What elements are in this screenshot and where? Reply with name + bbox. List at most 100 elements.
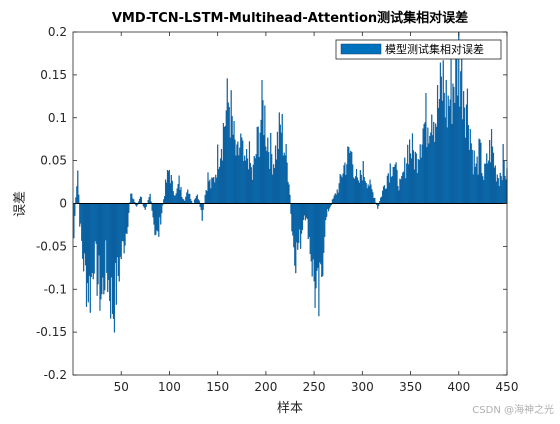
error-bar [144, 204, 145, 208]
error-bar [304, 204, 305, 216]
error-bar [233, 135, 234, 204]
error-bar [259, 157, 260, 203]
error-bar [292, 204, 293, 236]
error-bar [477, 157, 478, 204]
error-bar [84, 204, 85, 254]
error-bar [328, 204, 329, 212]
error-bar [76, 186, 77, 203]
error-bar [337, 190, 338, 204]
error-bar [333, 199, 334, 204]
error-bar [306, 204, 307, 218]
error-bar [202, 204, 203, 221]
error-bar [220, 159, 221, 204]
error-bar [473, 175, 474, 204]
error-bar [417, 173, 418, 203]
error-bar [480, 143, 481, 204]
error-bar [102, 204, 103, 278]
error-bar [414, 170, 415, 204]
error-bar [113, 204, 114, 319]
error-bar [436, 127, 437, 204]
error-bar [236, 145, 237, 204]
error-bar [283, 156, 284, 204]
error-bar [159, 204, 160, 218]
error-bar [89, 204, 90, 276]
error-bar [238, 156, 239, 204]
error-bar [107, 204, 108, 292]
error-bar [334, 196, 335, 204]
error-bar [285, 155, 286, 203]
error-bar [323, 204, 324, 253]
error-bar [279, 113, 280, 204]
error-bar [187, 190, 188, 204]
error-bar [453, 87, 454, 203]
error-bar [252, 180, 253, 203]
error-bar [390, 164, 391, 204]
error-bar [344, 165, 345, 203]
error-bar [167, 170, 168, 203]
error-bar [275, 146, 276, 204]
error-bar [209, 180, 210, 204]
error-bar [413, 150, 414, 203]
error-bar [201, 204, 202, 210]
error-bar [154, 204, 155, 225]
error-bar [93, 204, 94, 280]
error-bar [98, 204, 99, 285]
error-bar [410, 154, 411, 204]
error-bar [503, 144, 504, 203]
error-bar [110, 204, 111, 319]
error-bar [295, 204, 296, 274]
error-bar [124, 204, 125, 254]
error-bar [301, 204, 302, 234]
error-bar [500, 173, 501, 203]
error-bar [150, 194, 151, 204]
error-bar [181, 187, 182, 203]
error-bar [499, 186, 500, 203]
error-bar [81, 204, 82, 241]
x-tick-label: 350 [399, 380, 422, 394]
error-bar [374, 198, 375, 203]
error-bar [471, 143, 472, 203]
error-bar [83, 204, 84, 272]
error-bar [451, 59, 452, 203]
error-bar [209, 182, 210, 204]
error-bar [207, 191, 208, 203]
y-tick-label: -0.1 [44, 282, 67, 296]
error-bar [239, 148, 240, 204]
error-bar [420, 144, 421, 203]
error-bar [419, 160, 420, 203]
error-bar [216, 178, 217, 204]
error-bar [459, 107, 460, 204]
error-bar [121, 204, 122, 259]
error-bar [297, 204, 298, 250]
error-bar [274, 168, 275, 203]
error-bar [355, 176, 356, 203]
error-bar [453, 84, 454, 204]
error-bar [434, 142, 435, 203]
error-bar [163, 199, 164, 203]
error-bar [335, 194, 336, 204]
error-bar [386, 189, 387, 204]
error-bar [467, 89, 468, 204]
error-bar [289, 185, 290, 204]
error-bar [132, 199, 133, 204]
error-bar [475, 167, 476, 203]
error-bar [256, 154, 257, 203]
error-bar [460, 71, 461, 203]
error-bar [250, 163, 251, 203]
error-bar [92, 204, 93, 273]
legend-swatch [341, 44, 381, 54]
error-bar [171, 175, 172, 203]
error-bar [443, 60, 444, 203]
error-bar [288, 182, 289, 203]
error-bar [347, 147, 348, 204]
error-bar [479, 139, 480, 204]
error-bar [438, 108, 439, 203]
error-bar [290, 195, 291, 203]
error-bar [362, 181, 363, 204]
error-bar [469, 150, 470, 203]
error-bar [442, 101, 443, 204]
error-bar [437, 85, 438, 203]
error-bar [478, 175, 479, 204]
error-bar [403, 172, 404, 204]
error-bar [485, 164, 486, 204]
